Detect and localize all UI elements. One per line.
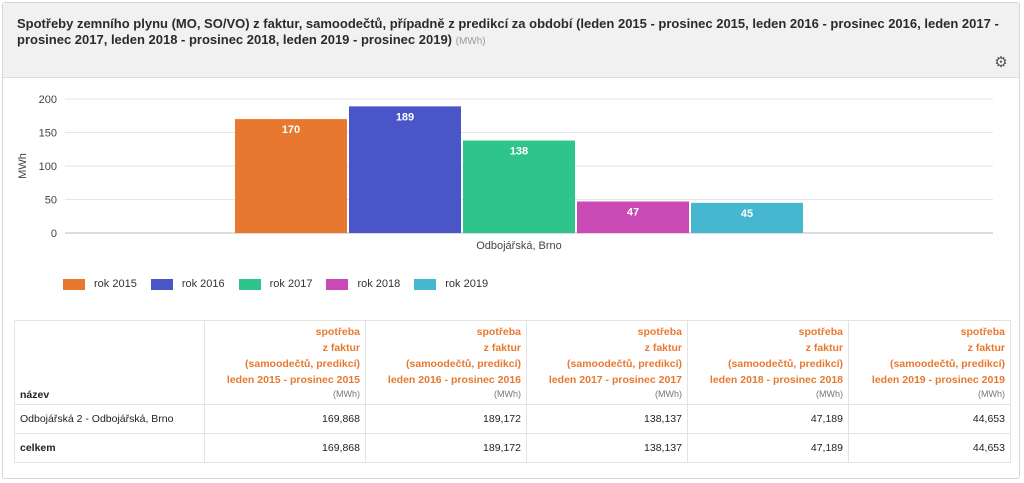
- cell-value: 47,189: [687, 404, 849, 434]
- bar-data-label: 45: [741, 208, 753, 220]
- panel-header: Spotřeby zemního plynu (MO, SO/VO) z fak…: [3, 3, 1019, 78]
- row-name: celkem: [14, 433, 205, 463]
- y-tick-label: 0: [51, 228, 57, 240]
- table-row: Odbojářská 2 - Odbojářská, Brno 169,868 18…: [14, 404, 1011, 434]
- legend-item[interactable]: rok 2018: [326, 278, 400, 290]
- y-tick-label: 100: [39, 161, 57, 173]
- y-tick-label: 150: [39, 128, 57, 140]
- bar-data-label: 47: [627, 207, 639, 219]
- chart-svg: 0 50 100 150 200 MWh 170 189 138 47 45 Odbojářská, …: [17, 94, 993, 252]
- legend-item[interactable]: rok 2016: [150, 278, 225, 290]
- title-unit: (MWh): [455, 36, 486, 47]
- chart-legend: rok 2015 rok 2016 rok 2017 rok 2018 rok 2019: [63, 275, 502, 293]
- table-total-row: celkem 169,868 189,172 138,137 47,189 44,653: [14, 433, 1011, 463]
- bar[interactable]: [349, 106, 461, 233]
- legend-label: rok 2018: [357, 278, 401, 290]
- legend-swatch: [414, 278, 437, 290]
- legend-item[interactable]: rok 2019: [414, 278, 488, 290]
- legend-label: rok 2016: [181, 278, 225, 290]
- gear-icon[interactable]: ⚙: [994, 54, 1008, 71]
- legend-swatch: [326, 278, 349, 290]
- bar[interactable]: [235, 119, 347, 233]
- column-header-name: název: [14, 320, 205, 405]
- y-tick-label: 200: [39, 94, 57, 106]
- column-header-consumption: spotřeba z faktur (samoodečtů, predikcí) le…: [526, 320, 688, 405]
- cell-value: 138,137: [526, 433, 688, 463]
- title-text: Spotřeby zemního plynu (MO, SO/VO) z fak…: [17, 16, 999, 47]
- y-axis-label: MWh: [17, 153, 29, 179]
- legend-item[interactable]: rok 2015: [63, 278, 137, 290]
- cell-value: 138,137: [526, 404, 688, 434]
- cell-value: 47,189: [687, 433, 849, 463]
- bar[interactable]: [577, 201, 689, 233]
- cell-value: 189,172: [365, 404, 527, 434]
- data-table: název spotřeba z faktur (samoodečtů, predi…: [14, 320, 1011, 463]
- table-header-row: název spotřeba z faktur (samoodečtů, predi…: [14, 320, 1011, 405]
- column-header-consumption: spotřeba z faktur (samoodečtů, predikcí) le…: [204, 320, 366, 405]
- legend-item[interactable]: rok 2017: [238, 278, 313, 290]
- column-header-consumption: spotřeba z faktur (samoodečtů, predikcí) le…: [848, 320, 1011, 405]
- y-tick-label: 50: [45, 195, 57, 207]
- cell-value: 169,868: [204, 404, 366, 434]
- column-header-consumption: spotřeba z faktur (samoodečtů, predikcí) le…: [365, 320, 527, 405]
- legend-label: rok 2015: [94, 278, 137, 290]
- legend-swatch: [238, 278, 261, 290]
- cell-value: 44,653: [848, 404, 1011, 434]
- legend-swatch: [63, 278, 85, 290]
- bar[interactable]: [463, 140, 575, 233]
- cell-value: 169,868: [204, 433, 366, 463]
- page-title: Spotřeby zemního plynu (MO, SO/VO) z fak…: [17, 16, 1007, 50]
- legend-label: rok 2017: [269, 278, 313, 290]
- bar-data-label: 189: [396, 111, 414, 123]
- column-header-consumption: spotřeba z faktur (samoodečtů, predikcí) le…: [687, 320, 849, 405]
- bar[interactable]: [691, 202, 803, 233]
- cell-value: 189,172: [365, 433, 527, 463]
- legend-label: rok 2019: [445, 278, 489, 290]
- cell-value: 44,653: [848, 433, 1011, 463]
- bar-data-label: 138: [510, 146, 528, 158]
- bar-chart: 0 50 100 150 200 MWh 170 189 138 47 45 Odbojářská, …: [3, 79, 1019, 269]
- legend-swatch: [150, 278, 173, 290]
- row-name: Odbojářská 2 - Odbojářská, Brno: [14, 404, 205, 434]
- bar-data-label: 170: [282, 124, 300, 136]
- x-tick-label: Odbojářská, Brno: [476, 240, 562, 252]
